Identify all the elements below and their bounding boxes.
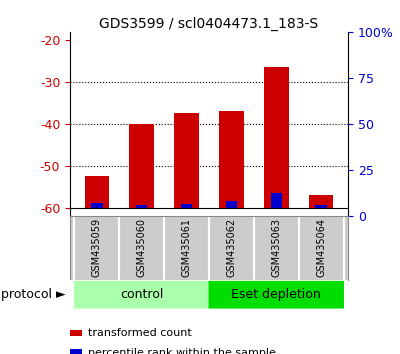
Bar (271, 193, 282, 207)
Text: GSM435059: GSM435059 (92, 218, 102, 278)
Text: GSM435062: GSM435062 (226, 218, 236, 278)
Text: GSM435064: GSM435064 (316, 218, 326, 277)
Bar (181, 204, 192, 207)
Bar (130, 124, 154, 207)
Text: transformed count: transformed count (88, 328, 192, 338)
Text: GSM435061: GSM435061 (182, 218, 192, 277)
FancyBboxPatch shape (208, 281, 344, 309)
Text: protocol ►: protocol ► (1, 288, 66, 301)
Text: control: control (120, 288, 164, 301)
Text: Eset depletion: Eset depletion (231, 288, 321, 301)
Text: percentile rank within the sample: percentile rank within the sample (88, 348, 276, 354)
Bar (219, 112, 244, 207)
Bar (136, 205, 147, 207)
Bar (174, 113, 199, 207)
Bar (309, 195, 334, 207)
Bar (316, 205, 327, 207)
Title: GDS3599 / scl0404473.1_183-S: GDS3599 / scl0404473.1_183-S (100, 17, 318, 31)
Bar (264, 67, 288, 207)
Bar (91, 204, 102, 207)
Bar (226, 201, 237, 207)
Text: GSM435060: GSM435060 (137, 218, 147, 277)
FancyBboxPatch shape (74, 281, 210, 309)
Text: GSM435063: GSM435063 (271, 218, 281, 277)
Bar (84, 176, 109, 207)
